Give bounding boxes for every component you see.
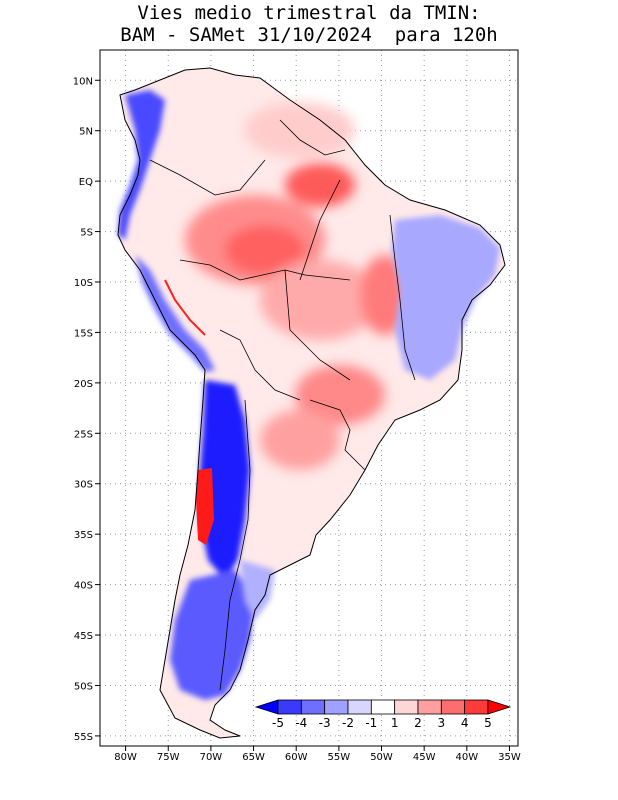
lat-tick-label: 5N [79, 127, 93, 138]
colorbar-segment [394, 699, 419, 715]
colorbar-label: 5 [484, 716, 492, 730]
lat-tick-label: 5S [80, 228, 93, 239]
lon-tick-label: 70W [200, 752, 223, 763]
colorbar-label: 1 [391, 716, 399, 730]
map-gridlines [100, 50, 518, 746]
bias-parana [295, 365, 385, 425]
bias-chile-red-strip [196, 468, 214, 545]
lat-tick-label: 10N [73, 76, 93, 87]
longitude-axis: 80W 75W 70W 65W 60W 55W 50W 45W 40W 35W [114, 746, 521, 763]
plot-frame [99, 49, 519, 747]
lon-tick-label: 60W [285, 752, 308, 763]
title-line-2: BAM - SAMet 31/10/2024 para 120h [120, 24, 498, 46]
colorbar-segment [300, 699, 326, 715]
bias-brazil-northeast [392, 215, 500, 380]
colorbar-segment [440, 699, 466, 715]
colorbar-arrow-right [487, 699, 512, 715]
colorbar-label: -5 [272, 716, 284, 730]
lat-tick-label: 55S [74, 732, 93, 743]
lon-tick-label: 80W [114, 752, 137, 763]
lat-tick-label: 10S [74, 278, 93, 289]
bias-chaco [260, 410, 340, 470]
map-title: Vies medio trimestral da TMIN: BAM - SAM… [0, 2, 618, 46]
colorbar-label: 2 [414, 716, 422, 730]
latitude-axis: 10N 5N EQ 5S 10S 15S 20S 25S 30S 35S 40S 45S 50S 55S [73, 76, 100, 743]
colorbar-segment [464, 699, 489, 715]
colorbar: -5 -4 -3 -2 -1 1 2 3 4 5 [254, 699, 512, 730]
lon-tick-label: 50W [370, 752, 393, 763]
lon-tick-label: 35W [498, 752, 521, 763]
colorbar-segment [324, 699, 349, 715]
colorbar-segment [347, 699, 372, 715]
colorbar-segment [417, 699, 442, 715]
lon-tick-label: 40W [456, 752, 479, 763]
colorbar-label: -4 [295, 716, 307, 730]
colorbar-label: -1 [365, 716, 377, 730]
lat-tick-label: 50S [74, 681, 93, 692]
country-borders [149, 119, 416, 691]
lat-tick-label: 40S [74, 581, 93, 592]
bias-amazon-north [285, 163, 355, 207]
colorbar-segment [370, 699, 396, 715]
lon-tick-label: 75W [157, 752, 180, 763]
lat-tick-label: 30S [74, 480, 93, 491]
lon-tick-label: 55W [328, 752, 351, 763]
title-line-1: Vies medio trimestral da TMIN: [137, 2, 481, 24]
colorbar-arrow-left [254, 699, 279, 715]
colorbar-segment [277, 699, 302, 715]
lat-tick-label: 25S [74, 429, 93, 440]
bias-patagonia [170, 570, 255, 700]
bias-andes-red-line [164, 279, 206, 336]
bias-peru-coast [135, 255, 215, 372]
lat-tick-label: 20S [74, 379, 93, 390]
lat-tick-label: 35S [74, 530, 93, 541]
bias-andes-north [118, 90, 165, 240]
lat-tick-label: EQ [79, 177, 93, 188]
bias-field [117, 67, 506, 739]
bias-guiana [245, 102, 355, 158]
colorbar-label: 3 [438, 716, 446, 730]
bias-chile-andes [200, 380, 250, 580]
lon-tick-label: 65W [242, 752, 265, 763]
colorbar-label: 4 [461, 716, 469, 730]
colorbar-label: -2 [342, 716, 354, 730]
lon-tick-label: 45W [413, 752, 436, 763]
colorbar-label: -3 [319, 716, 331, 730]
lat-tick-label: 45S [74, 631, 93, 642]
coastline [117, 67, 506, 739]
lat-tick-label: 15S [74, 328, 93, 339]
bias-patagonia-east [240, 560, 275, 620]
bias-amazon-core [225, 225, 305, 275]
